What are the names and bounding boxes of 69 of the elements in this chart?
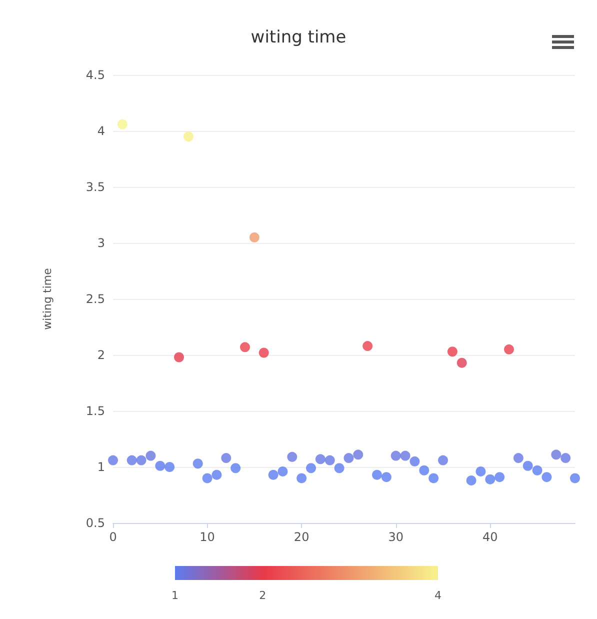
y-tick-label: 0.5 [86, 516, 105, 530]
point [504, 344, 514, 354]
point [306, 463, 316, 474]
point [438, 455, 448, 466]
x-tick-label: 30 [388, 530, 404, 544]
point [183, 132, 194, 142]
x-tick-label: 0 [109, 530, 117, 544]
point [400, 450, 410, 461]
point [542, 472, 552, 482]
y-tick-label: 3.5 [86, 180, 105, 194]
point [240, 342, 250, 352]
y-tick-label: 4.5 [86, 68, 105, 82]
point [513, 453, 524, 464]
y-tick-label: 2.5 [86, 292, 105, 306]
point [353, 450, 364, 460]
y-axis-title: witing time [41, 268, 54, 330]
chart-title: witing time [250, 28, 346, 48]
point [494, 472, 505, 482]
point [268, 470, 278, 480]
x-tick-label: 10 [200, 530, 215, 544]
point [164, 462, 175, 472]
point [296, 473, 307, 484]
point [146, 450, 156, 461]
color-bar-label: 1 [172, 589, 178, 602]
y-tick-label: 3 [97, 236, 105, 250]
point [551, 450, 562, 460]
point [126, 455, 137, 466]
point [221, 453, 232, 464]
point [372, 470, 382, 480]
x-tick-label: 20 [294, 530, 310, 544]
point [522, 460, 533, 471]
point [570, 473, 580, 484]
point [212, 470, 222, 480]
point [532, 465, 542, 476]
point [287, 452, 298, 462]
point [202, 473, 212, 484]
point [390, 450, 401, 461]
point [174, 352, 184, 362]
point [258, 348, 269, 358]
point [344, 453, 354, 464]
point [155, 460, 166, 471]
color-bar-label: 4 [434, 589, 442, 602]
point [108, 455, 118, 466]
y-tick-label: 4 [97, 124, 105, 138]
point [447, 346, 458, 357]
point [249, 232, 260, 242]
point [456, 358, 467, 368]
point [410, 456, 420, 466]
y-tick-label: 1.5 [86, 404, 105, 418]
point [560, 453, 571, 464]
point [230, 463, 241, 474]
point [324, 455, 335, 466]
y-tick-label: 2 [97, 348, 105, 362]
point [136, 455, 146, 466]
point [117, 119, 128, 130]
point [381, 472, 392, 482]
color-bar-label: 2 [259, 589, 266, 602]
y-tick-label: 1 [97, 460, 105, 474]
point [466, 475, 476, 486]
point [485, 474, 496, 484]
point [428, 473, 439, 484]
point [278, 466, 288, 476]
point [419, 465, 430, 476]
point [192, 458, 203, 469]
point [315, 454, 326, 464]
point [362, 341, 373, 352]
point [334, 463, 344, 474]
point [476, 466, 486, 476]
x-tick-label: 40 [482, 530, 498, 544]
